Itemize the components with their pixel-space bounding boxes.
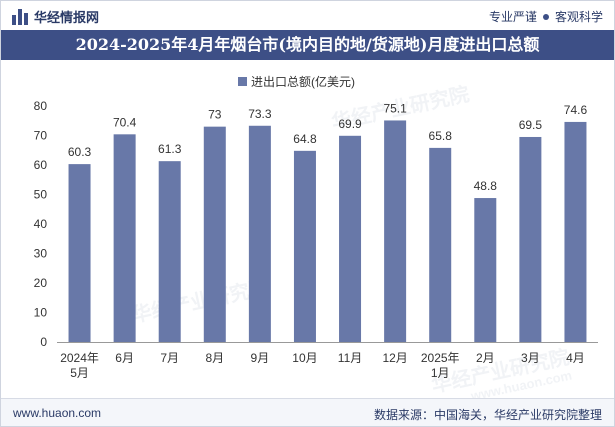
x-tick-label: 3月 xyxy=(521,351,540,365)
bar xyxy=(293,150,316,342)
y-tick-label: 70 xyxy=(34,129,48,143)
bar xyxy=(248,125,271,342)
y-tick-label: 0 xyxy=(40,335,47,349)
bars xyxy=(68,120,587,343)
value-label: 69.9 xyxy=(338,117,362,131)
bar xyxy=(68,164,91,342)
bar xyxy=(474,198,497,342)
y-tick-label: 60 xyxy=(34,158,48,172)
bar xyxy=(203,126,226,343)
value-label: 61.3 xyxy=(158,142,182,156)
y-tick-label: 40 xyxy=(34,217,48,231)
bar xyxy=(564,121,587,343)
top-bar: 华经情报网 专业严谨 客观科学 xyxy=(0,0,615,30)
x-tick-label: 1月 xyxy=(431,366,450,380)
y-tick-label: 50 xyxy=(34,188,48,202)
x-tick-label: 10月 xyxy=(292,351,317,365)
legend: 进出口总额(亿美元) xyxy=(238,74,355,89)
x-tick-label: 7月 xyxy=(160,351,179,365)
y-axis: 0 10 20 30 40 50 60 70 80 xyxy=(34,99,48,349)
footer-source: 数据来源：中国海关，华经产业研究院整理 xyxy=(373,408,602,422)
value-label: 60.3 xyxy=(68,145,92,159)
x-tick-label: 5月 xyxy=(70,366,89,380)
chart-title: 2024-2025年4月年烟台市(境内目的地/货源地)月度进出口总额 xyxy=(1,30,614,60)
bar xyxy=(384,120,407,342)
x-tick-label: 9月 xyxy=(251,351,270,365)
value-label: 48.8 xyxy=(474,179,498,193)
x-tick-label: 2025年 xyxy=(421,351,460,365)
x-tick-label: 2月 xyxy=(476,351,495,365)
bar xyxy=(339,135,362,342)
brand[interactable]: 华经情报网 xyxy=(12,7,99,26)
legend-label: 进出口总额(亿美元) xyxy=(251,74,355,89)
y-tick-label: 10 xyxy=(34,306,48,320)
value-label: 75.1 xyxy=(383,101,407,115)
value-label: 69.5 xyxy=(519,118,543,132)
footer: www.huaon.com 数据来源：中国海关，华经产业研究院整理 xyxy=(1,398,614,426)
value-label: 73 xyxy=(208,108,222,122)
value-label: 65.8 xyxy=(429,129,453,143)
value-labels: 60.3 70.4 61.3 73 73.3 64.8 69.9 75.1 65.8 48.8 69… xyxy=(68,101,588,193)
bar xyxy=(113,134,136,342)
value-label: 74.6 xyxy=(564,103,588,117)
x-tick-label: 4月 xyxy=(566,351,585,365)
brand-logo-icon xyxy=(12,8,28,25)
x-tick-label: 12月 xyxy=(382,351,407,365)
footer-website-link[interactable]: www.huaon.com xyxy=(13,406,102,420)
value-label: 64.8 xyxy=(293,132,317,146)
x-tick-label: 6月 xyxy=(115,351,134,365)
bar xyxy=(429,147,452,342)
x-tick-label: 2024年 xyxy=(60,351,99,365)
y-tick-label: 80 xyxy=(34,99,48,113)
y-tick-label: 20 xyxy=(34,276,48,290)
legend-swatch xyxy=(238,77,247,86)
bar xyxy=(519,136,542,342)
slogan-right: 客观科学 xyxy=(554,10,603,24)
value-label: 73.3 xyxy=(248,107,272,121)
value-label: 70.4 xyxy=(113,115,137,129)
x-tick-label: 8月 xyxy=(205,351,224,365)
slogan-left: 专业严谨 xyxy=(488,10,537,24)
bullet-dot-icon xyxy=(542,13,549,20)
x-tick-label: 11月 xyxy=(338,351,362,365)
y-tick-label: 30 xyxy=(34,247,48,261)
brand-name: 华经情报网 xyxy=(34,10,100,25)
bar xyxy=(158,161,181,342)
slogan: 专业严谨 客观科学 xyxy=(489,8,603,25)
